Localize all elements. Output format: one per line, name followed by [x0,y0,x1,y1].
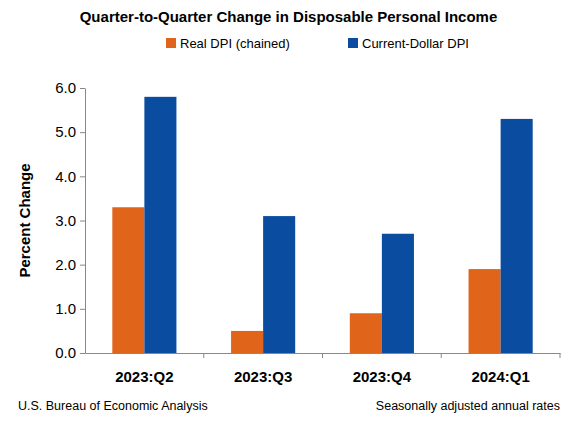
y-tick: 4.0 [55,168,85,185]
y-tick-mark [80,265,85,266]
y-tick: 6.0 [55,79,85,96]
category-separator [203,353,204,358]
note: Seasonally adjusted annual rates [376,399,560,413]
y-tick-label: 6.0 [55,79,76,96]
y-tick-mark [80,353,85,354]
bar [263,216,295,353]
y-tick: 5.0 [55,123,85,140]
y-tick: 0.0 [55,344,85,361]
category-separator [322,353,323,358]
x-tick-label: 2024:Q1 [471,368,529,385]
x-tick-label: 2023:Q2 [115,368,173,385]
y-axis: 0.0 1.0 2.0 3.0 4.0 5.0 6.0 [55,79,85,361]
bar [501,119,533,353]
x-tick: 2023:Q2 [115,368,173,385]
y-tick-label: 3.0 [55,212,76,229]
y-axis-title: Percent Change [16,163,33,277]
title: Quarter-to-Quarter Change in Disposable … [80,8,498,25]
x-tick-label: 2023:Q3 [234,368,292,385]
bar [350,313,382,353]
bar [144,97,176,353]
chart: Quarter-to-Quarter Change in Disposable … [0,0,577,428]
x-axis: 2023:Q2 2023:Q3 2023:Q4 2024:Q1 [86,353,561,385]
x-tick: 2023:Q4 [353,368,412,385]
category-separator [560,353,561,358]
y-tick-label: 2.0 [55,256,76,273]
y-tick: 1.0 [55,300,85,317]
y-tick: 2.0 [55,256,85,273]
legend-swatch [348,38,358,48]
bar [231,331,263,353]
legend-swatch [166,38,176,48]
y-tick-mark [80,176,85,177]
y-tick-label: 4.0 [55,168,76,185]
category-separator [441,353,442,358]
bar [469,269,501,353]
x-tick: 2024:Q1 [471,368,529,385]
legend-label: Real DPI (chained) [180,36,290,51]
y-tick: 3.0 [55,212,85,229]
source: U.S. Bureau of Economic Analysis [18,399,208,413]
x-tick: 2023:Q3 [234,368,292,385]
y-tick-mark [80,132,85,133]
y-tick-mark [80,88,85,89]
y-tick-label: 5.0 [55,123,76,140]
bar [112,207,144,353]
y-axis-line [85,89,86,354]
y-tick-mark [80,309,85,310]
bars [112,97,532,353]
y-tick-label: 0.0 [55,344,76,361]
y-tick-mark [80,221,85,222]
bar [382,234,414,353]
legend: Real DPI (chained) Current-Dollar DPI [166,36,469,51]
x-tick-label: 2023:Q4 [353,368,412,385]
legend-label: Current-Dollar DPI [362,36,469,51]
y-tick-label: 1.0 [55,300,76,317]
